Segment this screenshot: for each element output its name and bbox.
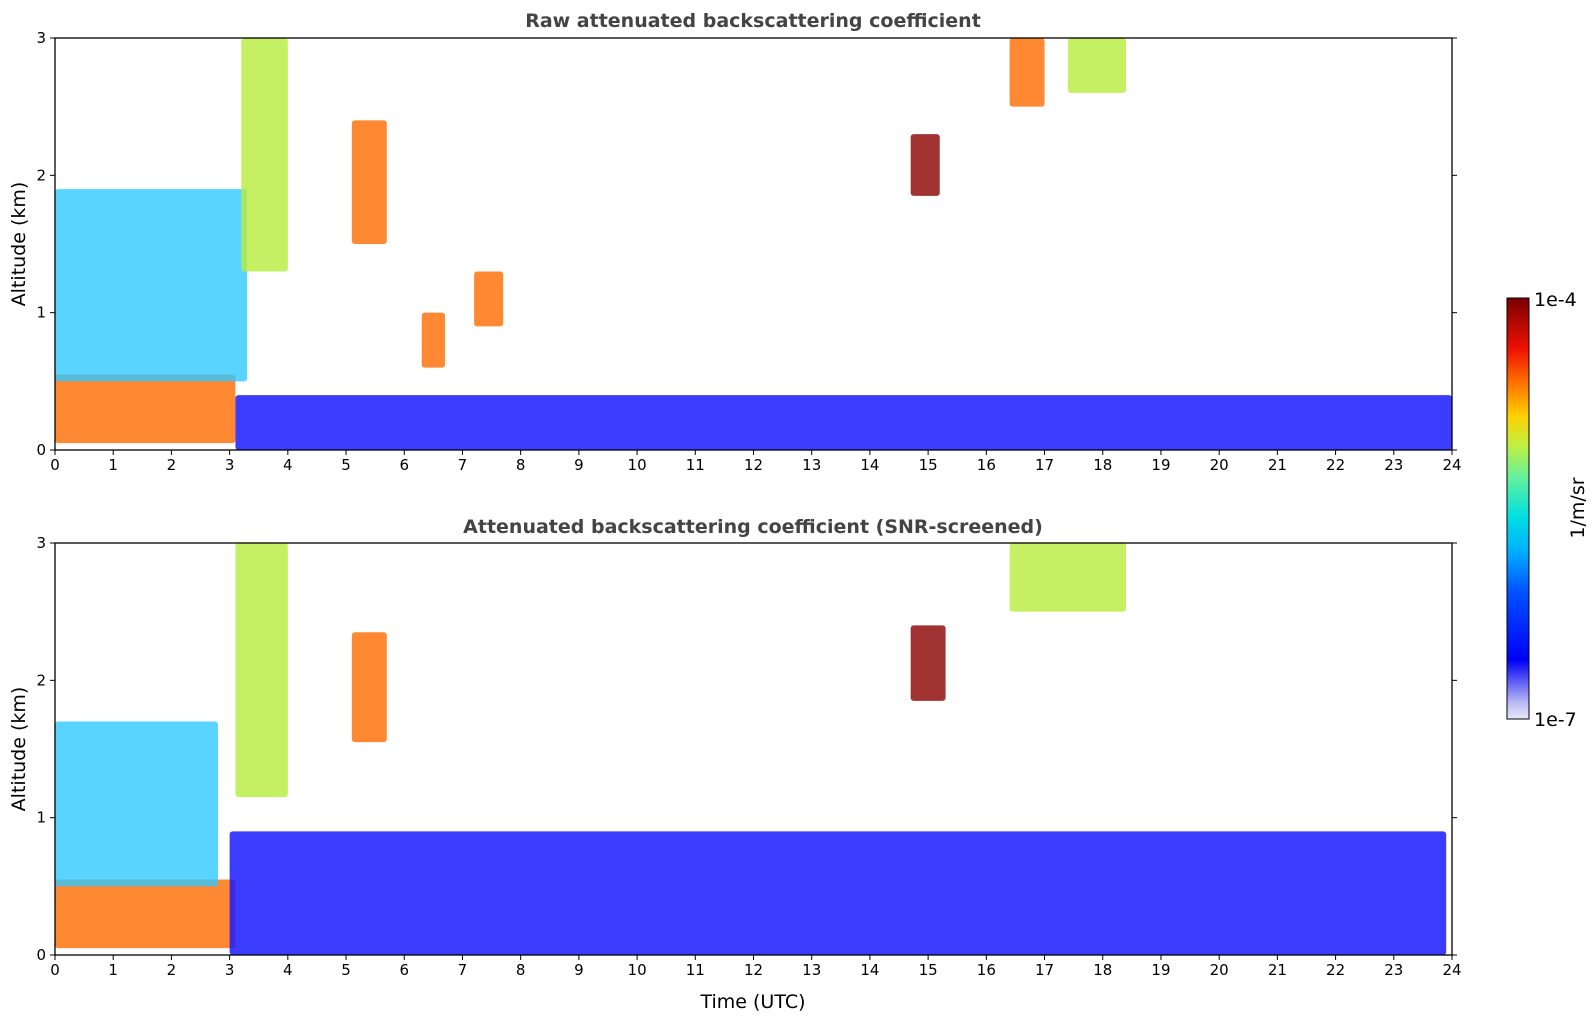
top-x-tick-label-21: 21 — [1268, 456, 1287, 474]
top-x-tick-label-7: 7 — [458, 456, 468, 474]
top-x-tick-label-15: 15 — [919, 456, 938, 474]
top-feature-4 — [421, 312, 445, 368]
bottom-panel-title: Attenuated backscattering coefficient (S… — [463, 516, 1043, 538]
top-x-tick-label-4: 4 — [283, 456, 293, 474]
bottom-feature-1 — [55, 721, 218, 887]
bottom-y-tick-label-1: 1 — [36, 809, 46, 827]
bottom-feature-2 — [235, 543, 288, 798]
bottom-x-tick-label-18: 18 — [1093, 961, 1112, 979]
bottom-ticks: 0 1 2 3 4 5 6 7 8 9 10 11 12 13 14 15 16 17 18 19 20 21 22 23 24… — [36, 534, 1461, 979]
top-x-tick-label-6: 6 — [399, 456, 409, 474]
top-x-tick-label-17: 17 — [1035, 456, 1054, 474]
top-feature-0 — [55, 374, 236, 444]
bottom-x-tick-label-23: 23 — [1384, 961, 1403, 979]
top-x-tick-label-24: 24 — [1442, 456, 1461, 474]
top-x-tick-label-10: 10 — [628, 456, 647, 474]
top-feature-7 — [1009, 38, 1045, 107]
colorbar-max-label: 1e-4 — [1534, 289, 1577, 311]
bottom-x-tick-label-14: 14 — [860, 961, 879, 979]
top-y-tick-label-2: 2 — [36, 166, 46, 184]
bottom-x-tick-label-4: 4 — [283, 961, 293, 979]
top-x-tick-label-18: 18 — [1093, 456, 1112, 474]
bottom-x-tick-label-19: 19 — [1151, 961, 1170, 979]
top-x-tick-label-16: 16 — [977, 456, 996, 474]
bottom-x-tick-label-0: 0 — [50, 961, 60, 979]
bottom-y-axis-label: Altitude (km) — [8, 687, 30, 812]
top-y-axis-label: Altitude (km) — [8, 182, 30, 307]
top-x-tick-label-13: 13 — [802, 456, 821, 474]
bottom-x-tick-label-13: 13 — [802, 961, 821, 979]
colorbar-gradient — [1506, 297, 1530, 720]
bottom-x-tick-label-9: 9 — [574, 961, 584, 979]
top-feature-6 — [910, 134, 940, 196]
bottom-x-tick-label-1: 1 — [108, 961, 118, 979]
bottom-x-tick-label-6: 6 — [399, 961, 409, 979]
bottom-x-tick-label-10: 10 — [628, 961, 647, 979]
top-x-tick-label-14: 14 — [860, 456, 879, 474]
top-feature-3 — [351, 120, 387, 244]
bottom-x-tick-label-5: 5 — [341, 961, 351, 979]
bottom-x-tick-label-8: 8 — [516, 961, 526, 979]
bottom-x-tick-label-24: 24 — [1442, 961, 1461, 979]
top-panel-title: Raw attenuated backscattering coefficien… — [525, 10, 981, 32]
top-x-tick-label-23: 23 — [1384, 456, 1403, 474]
bottom-x-tick-label-3: 3 — [225, 961, 235, 979]
top-x-tick-label-12: 12 — [744, 456, 763, 474]
top-x-tick-label-2: 2 — [167, 456, 177, 474]
bottom-feature-5 — [1009, 543, 1127, 612]
top-x-tick-label-20: 20 — [1210, 456, 1229, 474]
bottom-y-tick-label-3: 3 — [36, 534, 46, 552]
bottom-feature-6 — [229, 831, 1447, 955]
top-feature-9 — [235, 395, 1452, 450]
bottom-x-tick-label-12: 12 — [744, 961, 763, 979]
bottom-y-tick-label-2: 2 — [36, 671, 46, 689]
bottom-feature-0 — [55, 879, 236, 949]
top-y-tick-label-1: 1 — [36, 304, 46, 322]
top-x-tick-label-22: 22 — [1326, 456, 1345, 474]
colorbar-unit-label: 1/m/sr — [1567, 477, 1589, 538]
bottom-y-tick-label-0: 0 — [36, 946, 46, 964]
top-feature-5 — [474, 271, 504, 327]
bottom-x-tick-label-22: 22 — [1326, 961, 1345, 979]
top-y-tick-label-0: 0 — [36, 441, 46, 459]
colorbar: 1e-4 1e-7 1/m/sr — [1506, 289, 1589, 731]
colorbar-min-label: 1e-7 — [1534, 709, 1577, 731]
bottom-x-tick-label-17: 17 — [1035, 961, 1054, 979]
bottom-x-tick-label-2: 2 — [167, 961, 177, 979]
top-heatmap — [55, 38, 1452, 450]
top-feature-2 — [241, 38, 288, 272]
bottom-x-tick-label-21: 21 — [1268, 961, 1287, 979]
bottom-x-tick-label-20: 20 — [1210, 961, 1229, 979]
bottom-x-tick-label-7: 7 — [458, 961, 468, 979]
bottom-feature-3 — [351, 632, 387, 743]
top-x-tick-label-11: 11 — [686, 456, 705, 474]
bottom-x-tick-label-15: 15 — [919, 961, 938, 979]
top-x-tick-label-9: 9 — [574, 456, 584, 474]
top-x-tick-label-3: 3 — [225, 456, 235, 474]
x-axis-label: Time (UTC) — [699, 991, 805, 1013]
top-y-tick-label-3: 3 — [36, 29, 46, 47]
top-x-tick-label-19: 19 — [1151, 456, 1170, 474]
bottom-feature-4 — [910, 625, 946, 701]
top-feature-8 — [1067, 38, 1127, 93]
top-x-tick-label-1: 1 — [108, 456, 118, 474]
top-x-tick-label-8: 8 — [516, 456, 526, 474]
bottom-x-tick-label-16: 16 — [977, 961, 996, 979]
top-feature-1 — [55, 189, 248, 382]
top-x-tick-label-0: 0 — [50, 456, 60, 474]
top-ticks: 0 1 2 3 4 5 6 7 8 9 10 11 12 13 14 15 16 17 18 19 20 21 22 23 24… — [36, 29, 1461, 474]
top-x-tick-label-5: 5 — [341, 456, 351, 474]
bottom-x-tick-label-11: 11 — [686, 961, 705, 979]
bottom-heatmap — [55, 543, 1447, 955]
